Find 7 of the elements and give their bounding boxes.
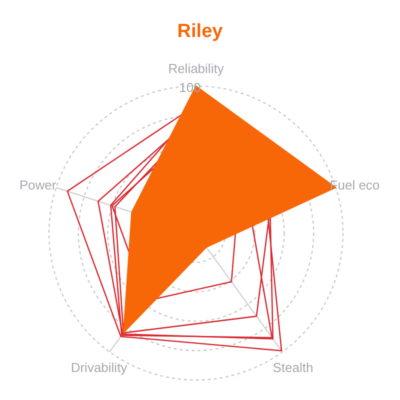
spoke-label: Reliability: [168, 61, 224, 76]
spoke-label: Stealth: [272, 360, 314, 375]
spoke-label: Power: [19, 178, 57, 193]
text: 100: [179, 80, 201, 95]
spoke-label: Drivability: [70, 360, 128, 375]
spoke-label: Fuel eco: [330, 178, 380, 193]
chart-title: Riley: [177, 21, 224, 42]
